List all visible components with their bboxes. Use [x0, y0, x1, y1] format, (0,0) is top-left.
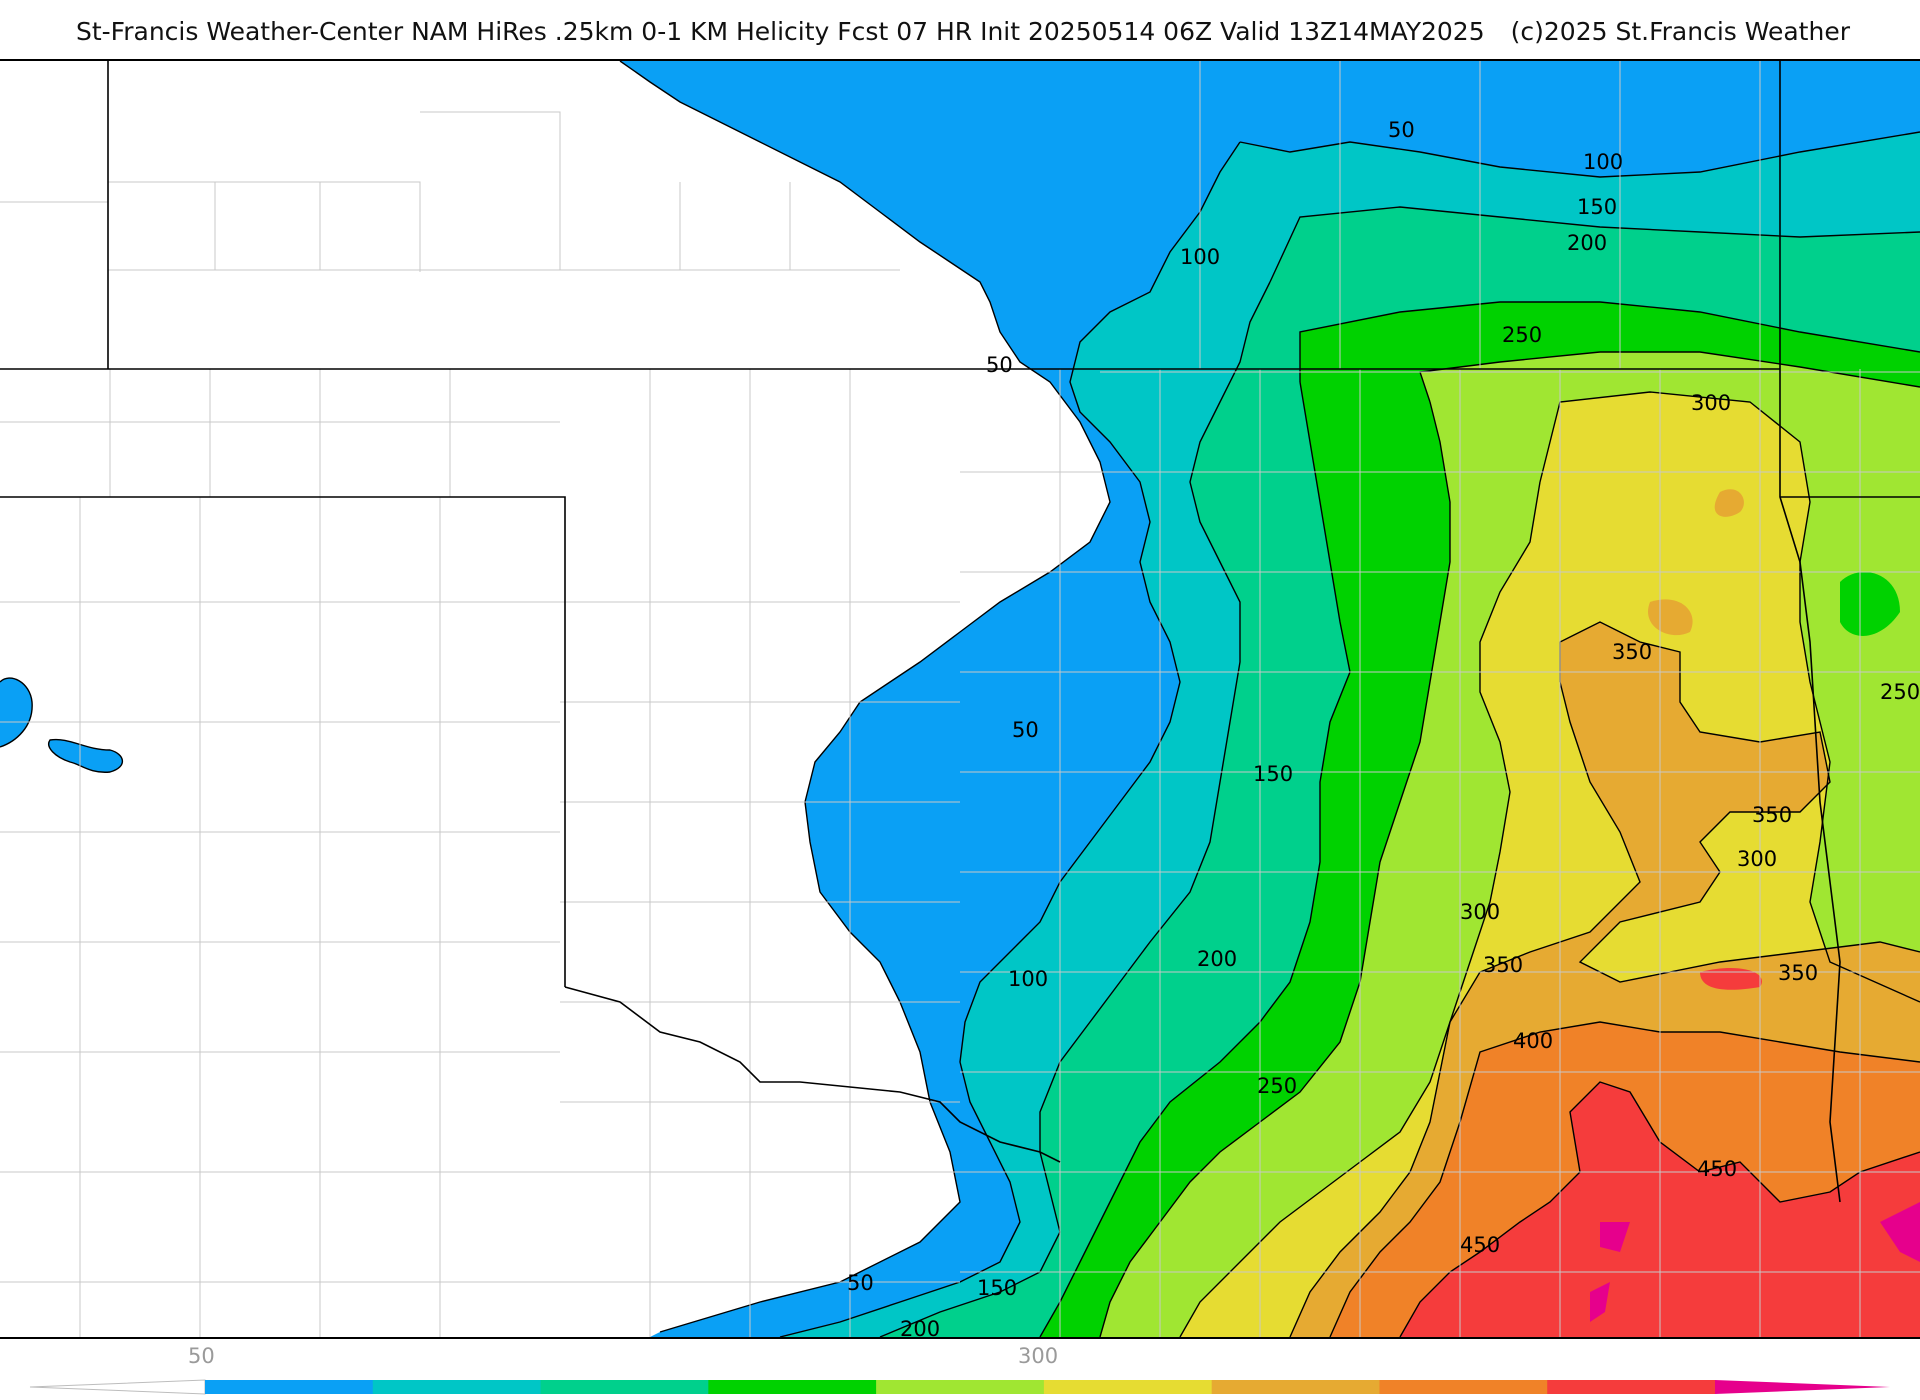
contour-label: 150 — [1253, 762, 1293, 786]
contour-label: 150 — [977, 1276, 1017, 1300]
helicity-map: 50 100 50 100 150 200 250 300 100 50 150… — [0, 59, 1920, 1339]
contour-label: 350 — [1752, 803, 1792, 827]
colorbar-under-triangle — [29, 1379, 206, 1395]
contour-label: 200 — [900, 1317, 940, 1337]
contour-label: 300 — [1737, 847, 1777, 871]
contour-label: 50 — [1012, 718, 1039, 742]
contour-label: 250 — [1502, 323, 1542, 347]
contour-label: 300 — [1460, 900, 1500, 924]
colorbar-segment — [372, 1380, 542, 1394]
colorbar-segment — [1547, 1380, 1716, 1394]
colorbar-segment — [1043, 1380, 1213, 1394]
colorbar-segment — [205, 1380, 374, 1394]
contour-label: 100 — [1583, 150, 1623, 174]
colorbar-segment — [708, 1380, 877, 1394]
county-borders — [0, 61, 1920, 1337]
contour-label: 350 — [1483, 953, 1523, 977]
title-text: St-Francis Weather-Center NAM HiRes .25k… — [75, 16, 1485, 46]
contour-label: 300 — [1691, 391, 1731, 415]
map-canvas: 50 100 50 100 150 200 250 300 100 50 150… — [0, 61, 1920, 1337]
colorbar-over-triangle — [1715, 1380, 1890, 1394]
colorbar-segment — [876, 1380, 1045, 1394]
contour-label: 100 — [1008, 967, 1048, 991]
colorbar — [29, 1379, 1890, 1395]
contour-label: 200 — [1567, 231, 1607, 255]
colorbar-tick-label: 300 — [1018, 1344, 1059, 1368]
contour-label: 350 — [1612, 640, 1652, 664]
contour-label: 150 — [1577, 195, 1617, 219]
contour-label: 50 — [847, 1271, 874, 1295]
contour-label: 450 — [1697, 1157, 1737, 1181]
contour-labels: 50 100 50 100 150 200 250 300 100 50 150… — [847, 118, 1920, 1337]
contour-label: 250 — [1880, 680, 1920, 704]
state-borders — [0, 61, 1920, 1203]
contour-label: 100 — [1180, 245, 1220, 269]
map-title: St-Francis Weather-Center NAM HiRes .25k… — [0, 0, 1920, 62]
contour-label: 50 — [1388, 118, 1415, 142]
contour-label: 400 — [1513, 1029, 1553, 1053]
contour-label: 250 — [1257, 1074, 1297, 1098]
colorbar-tick-label: 50 — [188, 1344, 215, 1368]
contour-label: 200 — [1197, 947, 1237, 971]
colorbar-segment — [1211, 1380, 1380, 1394]
contour-label: 450 — [1460, 1233, 1500, 1257]
contour-label: 350 — [1778, 961, 1818, 985]
contour-label: 50 — [986, 353, 1013, 377]
colorbar-segment — [540, 1380, 709, 1394]
colorbar-segment — [1379, 1380, 1548, 1394]
credit-text: (c)2025 St.Francis Weather — [1510, 16, 1850, 46]
